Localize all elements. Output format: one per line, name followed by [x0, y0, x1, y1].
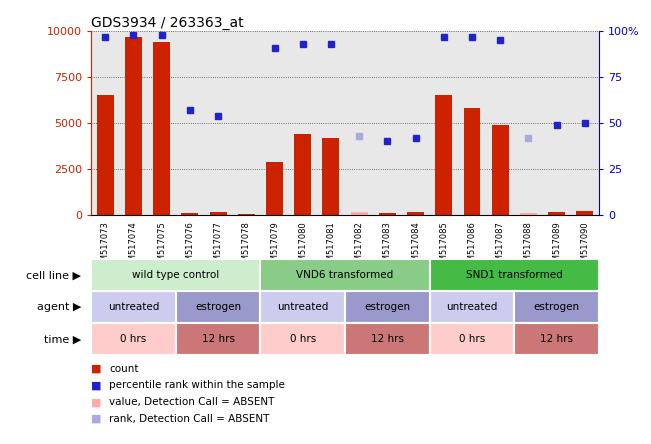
Bar — [548, 212, 565, 215]
Bar — [430, 323, 514, 355]
Bar — [492, 125, 508, 215]
Text: wild type control: wild type control — [132, 270, 219, 280]
Bar — [464, 108, 480, 215]
Bar — [351, 212, 368, 215]
Text: estrogen: estrogen — [534, 302, 579, 312]
Bar — [430, 259, 599, 291]
Bar — [210, 212, 227, 215]
Bar — [514, 323, 599, 355]
Bar — [379, 213, 396, 215]
Text: 12 hrs: 12 hrs — [202, 334, 234, 344]
Text: rank, Detection Call = ABSENT: rank, Detection Call = ABSENT — [109, 414, 270, 424]
Bar — [266, 162, 283, 215]
Bar — [514, 291, 599, 323]
Bar — [430, 291, 514, 323]
Bar — [520, 213, 537, 215]
Bar — [97, 95, 114, 215]
Bar — [176, 291, 260, 323]
Text: 0 hrs: 0 hrs — [120, 334, 146, 344]
Bar — [125, 36, 142, 215]
Text: percentile rank within the sample: percentile rank within the sample — [109, 381, 285, 390]
Bar — [91, 323, 176, 355]
Bar — [91, 259, 260, 291]
Bar — [576, 211, 593, 215]
Bar — [182, 213, 199, 215]
Text: untreated: untreated — [277, 302, 328, 312]
Text: estrogen: estrogen — [365, 302, 410, 312]
Text: ■: ■ — [91, 381, 102, 390]
Text: ■: ■ — [91, 397, 102, 407]
Text: untreated: untreated — [108, 302, 159, 312]
Bar — [345, 323, 430, 355]
Text: count: count — [109, 364, 139, 373]
Bar — [322, 138, 339, 215]
Text: ■: ■ — [91, 364, 102, 373]
Bar — [260, 259, 430, 291]
Text: SND1 transformed: SND1 transformed — [466, 270, 562, 280]
Text: 12 hrs: 12 hrs — [371, 334, 404, 344]
Text: value, Detection Call = ABSENT: value, Detection Call = ABSENT — [109, 397, 275, 407]
Text: untreated: untreated — [447, 302, 497, 312]
Text: 0 hrs: 0 hrs — [459, 334, 485, 344]
Bar — [91, 291, 176, 323]
Text: VND6 transformed: VND6 transformed — [296, 270, 394, 280]
Bar — [238, 214, 255, 215]
Text: 12 hrs: 12 hrs — [540, 334, 573, 344]
Text: agent ▶: agent ▶ — [36, 302, 81, 312]
Bar — [153, 42, 170, 215]
Text: estrogen: estrogen — [195, 302, 241, 312]
Bar — [407, 212, 424, 215]
Bar — [260, 323, 345, 355]
Bar — [260, 291, 345, 323]
Bar — [176, 323, 260, 355]
Text: GDS3934 / 263363_at: GDS3934 / 263363_at — [91, 16, 243, 30]
Bar — [436, 95, 452, 215]
Text: ■: ■ — [91, 414, 102, 424]
Bar — [294, 134, 311, 215]
Text: 0 hrs: 0 hrs — [290, 334, 316, 344]
Text: cell line ▶: cell line ▶ — [26, 270, 81, 280]
Text: time ▶: time ▶ — [44, 334, 81, 344]
Bar — [345, 291, 430, 323]
